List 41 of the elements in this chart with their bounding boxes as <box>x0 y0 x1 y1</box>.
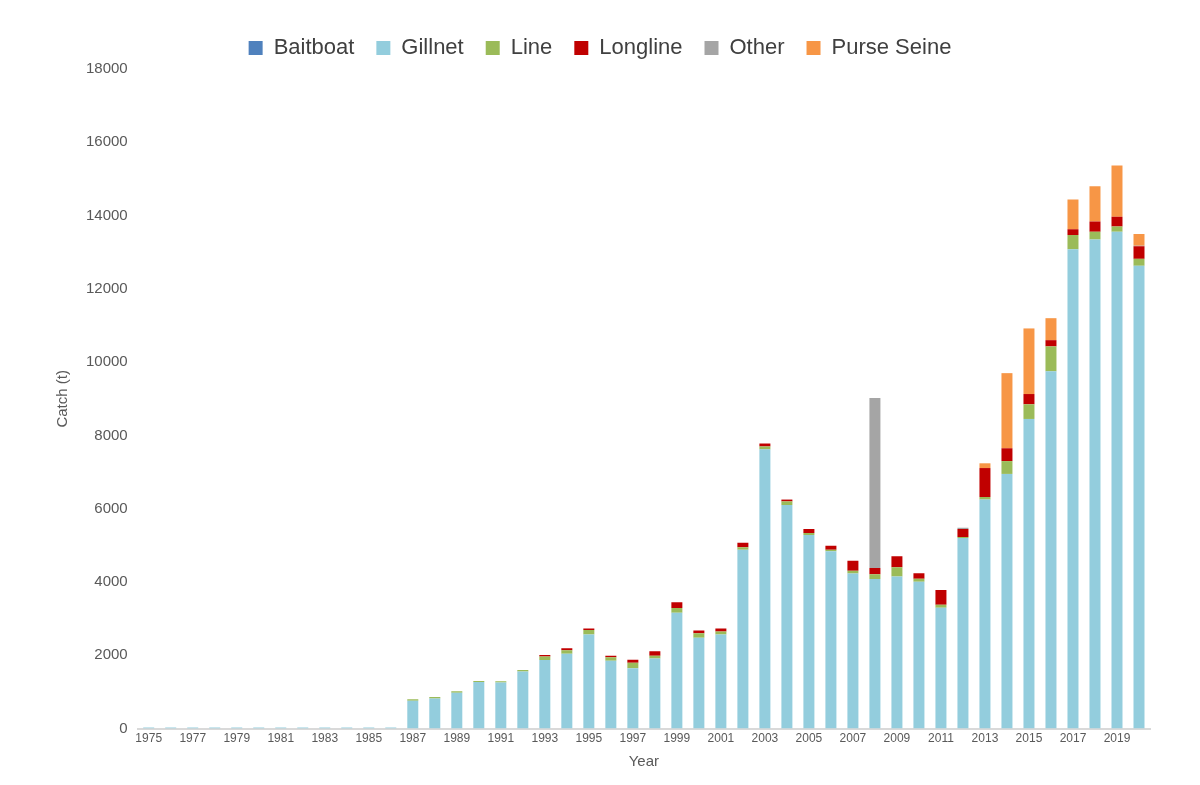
y-tick-label: 8000 <box>94 425 128 443</box>
x-tick-label: 2009 <box>883 731 911 746</box>
legend-label: Longline <box>599 34 683 60</box>
x-tick-label: 2007 <box>839 731 867 746</box>
x-tick-label: 2011 <box>928 731 955 746</box>
x-tick-label: 1977 <box>179 731 207 746</box>
legend-label: Purse Seine <box>831 34 952 60</box>
y-tick-label: 12000 <box>85 279 128 297</box>
legend-label: Other <box>729 34 785 60</box>
x-tick-label: 2005 <box>795 731 823 746</box>
x-tick-label: 2003 <box>751 731 779 746</box>
x-tick-label: 2013 <box>971 731 999 746</box>
y-tick-label: 6000 <box>94 498 128 516</box>
x-axis-title: Year <box>628 752 660 770</box>
y-tick-label: 16000 <box>85 132 128 150</box>
x-tick-label: 1991 <box>487 731 515 746</box>
x-tick-label: 1983 <box>311 731 339 746</box>
y-axis-title: Catch (t) <box>53 370 71 428</box>
legend-label: Line <box>510 34 553 60</box>
y-tick-label: 18000 <box>85 59 128 77</box>
x-tick-label: 2017 <box>1059 731 1087 746</box>
x-tick-label: 1993 <box>531 731 559 746</box>
x-tick-label: 2001 <box>707 731 735 746</box>
x-tick-label: 1989 <box>443 731 471 746</box>
legend-label: Baitboat <box>273 34 355 60</box>
x-tick-label: 1981 <box>267 731 295 746</box>
x-tick-label: 1979 <box>223 731 251 746</box>
x-tick-label: 1995 <box>575 731 603 746</box>
y-tick-label: 14000 <box>85 205 128 223</box>
x-tick-label: 2019 <box>1103 731 1131 746</box>
y-tick-label: 4000 <box>94 572 128 590</box>
x-tick-label: 1999 <box>663 731 691 746</box>
y-tick-label: 0 <box>119 718 128 736</box>
legend-label: Gillnet <box>401 34 464 60</box>
y-tick-label: 2000 <box>94 645 128 663</box>
x-tick-label: 1987 <box>399 731 427 746</box>
y-tick-label: 10000 <box>85 352 128 370</box>
x-tick-label: 1997 <box>619 731 647 746</box>
x-tick-label: 2015 <box>1015 731 1043 746</box>
x-tick-label: 1975 <box>135 731 163 746</box>
x-tick-label: 1985 <box>355 731 383 746</box>
